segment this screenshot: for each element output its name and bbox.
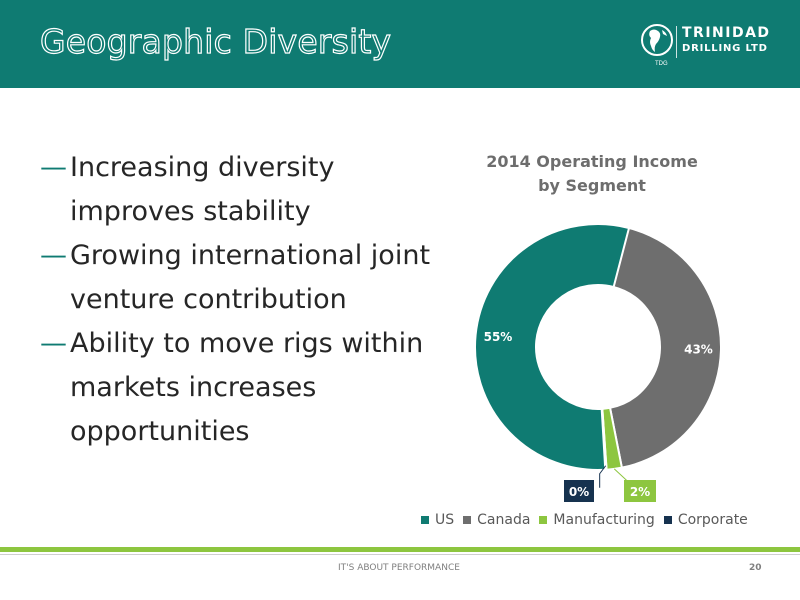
bullet-item: — Increasing diversity improves stabilit… (40, 146, 440, 234)
bullet-item: — Ability to move rigs within markets in… (40, 322, 440, 454)
legend-label: Canada (477, 512, 531, 528)
footer-tagline: IT'S ABOUT PERFORMANCE (338, 563, 460, 573)
legend-item-corporate: Corporate (663, 512, 748, 528)
data-label-box-manufacturing (624, 480, 656, 502)
data-label-box-corporate (564, 480, 594, 502)
bullet-marker: — (40, 240, 67, 271)
data-label-manufacturing: 2% (630, 485, 650, 499)
logo-line1: TRINIDAD (682, 25, 771, 41)
legend-swatch (421, 516, 429, 524)
legend-item-manufacturing: Manufacturing (539, 512, 655, 528)
chart-title-line: by Segment (538, 176, 646, 195)
leader-line-manufacturing (613, 468, 637, 483)
slice-us (474, 223, 631, 471)
leader-line-corporate (599, 465, 607, 488)
chart-legend: US Canada Manufacturing Corporate (421, 510, 757, 530)
chart-title-line: 2014 Operating Income (486, 152, 698, 171)
legend-swatch (463, 516, 472, 524)
bullet-text: Growing international joint venture cont… (70, 240, 431, 315)
data-label-canada: 43% (684, 342, 713, 356)
legend-swatch (663, 516, 672, 524)
slice-canada (608, 226, 722, 469)
data-label-us: 55% (484, 330, 513, 344)
page-number: 20 (749, 563, 762, 573)
slide-title: Geographic Diversity (39, 21, 392, 61)
legend-item-canada: Canada (463, 512, 530, 528)
data-label-corporate: 0% (569, 485, 589, 499)
logo-sub: TDG (655, 61, 668, 67)
logo-line2: DRILLING LTD (682, 43, 768, 54)
bullet-item: — Growing international joint venture co… (40, 234, 440, 322)
footer-divider (0, 554, 800, 555)
legend-swatch (539, 516, 548, 524)
legend-label: US (435, 512, 455, 528)
chart-title: 2014 Operating Income by Segment (470, 150, 714, 198)
bullet-text: Ability to move rigs within markets incr… (70, 328, 424, 447)
legend-label: Corporate (677, 512, 748, 528)
bullet-marker: — (40, 152, 67, 183)
title-bar (0, 0, 800, 88)
bullet-text: Increasing diversity improves stability (70, 152, 335, 227)
legend-label: Manufacturing (553, 512, 655, 528)
logo-divider (676, 26, 677, 58)
company-logo: TRINIDAD DRILLING LTD TDG (640, 22, 790, 72)
bullet-list: — Increasing diversity improves stabilit… (40, 146, 440, 454)
footer-accent-bar (0, 547, 800, 552)
globe-icon (641, 24, 673, 56)
legend-item-us: US (421, 512, 454, 528)
bullet-marker: — (40, 328, 67, 359)
